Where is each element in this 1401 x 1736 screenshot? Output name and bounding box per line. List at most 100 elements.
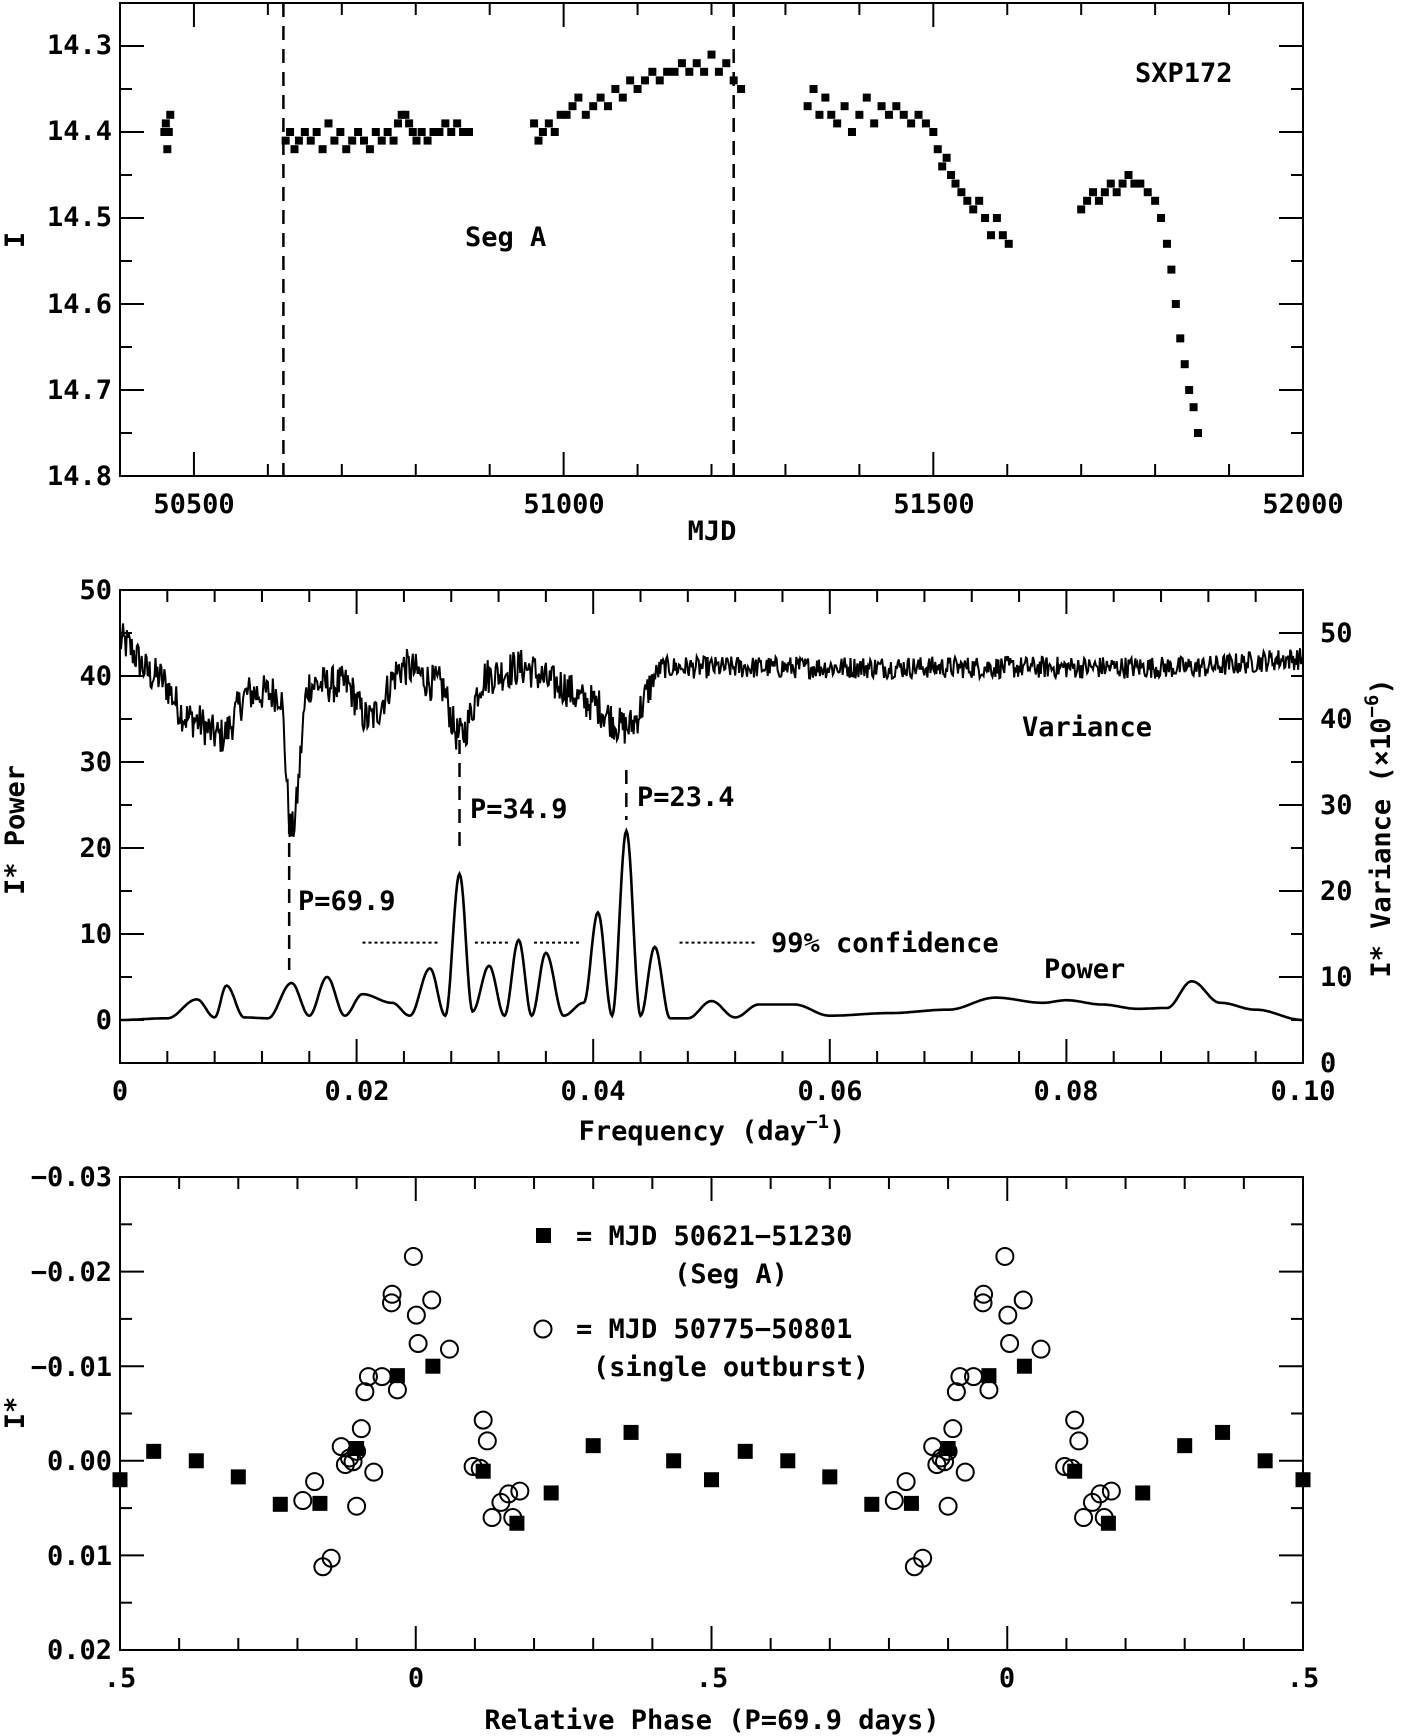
outburst-point xyxy=(463,1456,483,1476)
light-curve-point xyxy=(534,136,543,145)
light-curve-point xyxy=(1124,171,1133,179)
light-curve-point xyxy=(700,67,709,76)
light-curve-panel: SXP172 Seg A 50500 51000 51500 52000 14.… xyxy=(0,2,1344,547)
outburst-point xyxy=(499,1484,519,1504)
light-curve-point xyxy=(870,119,879,128)
light-curve-point xyxy=(405,119,414,128)
right-ylabel-end: ) xyxy=(1366,678,1397,694)
y-tick-label: 0.02 xyxy=(47,1635,112,1666)
legend-open-circle-marker xyxy=(533,1319,553,1339)
x-tick-label: .5 xyxy=(1287,1663,1320,1694)
outburst-point xyxy=(896,1472,916,1492)
outburst-point xyxy=(387,1380,407,1400)
light-curve-point xyxy=(707,50,716,59)
right-y-tick-label: 30 xyxy=(1320,790,1353,821)
right-ylabel-main: I* Variance (×10 xyxy=(1366,718,1397,978)
light-curve-point xyxy=(300,128,309,136)
light-curve-point xyxy=(401,110,410,119)
light-curve-frame xyxy=(119,2,1304,477)
light-curve-point xyxy=(1112,188,1121,197)
seg-a-point xyxy=(112,1472,128,1488)
light-curve-point xyxy=(1157,214,1166,222)
folded-legend: = MJD 50621−51230 (Seg A) = MJD 50775−50… xyxy=(533,1221,869,1383)
outburst-point xyxy=(1074,1508,1094,1528)
outburst-point xyxy=(477,1431,497,1451)
light-curve-ylabel: I xyxy=(0,232,31,248)
outburst-point xyxy=(372,1367,392,1387)
left-y-tick-label: 40 xyxy=(79,661,112,692)
outburst-point xyxy=(470,1458,490,1478)
light-curve-point xyxy=(827,110,836,119)
light-curve-point xyxy=(164,128,173,136)
light-curve-point xyxy=(538,128,547,136)
light-curve-point xyxy=(423,136,432,145)
left-y-tick-label: 50 xyxy=(79,575,112,606)
light-curve-point xyxy=(365,145,374,154)
x-tick-label: 0.02 xyxy=(324,1076,389,1107)
light-curve-xlabel: MJD xyxy=(688,516,737,547)
outburst-point xyxy=(305,1472,325,1492)
seg-a-point xyxy=(780,1453,796,1469)
peak-label-34-9: P=34.9 xyxy=(470,794,568,825)
light-curve-point xyxy=(803,102,812,111)
light-curve-point xyxy=(929,128,938,136)
x-tick-label: 0 xyxy=(408,1663,424,1694)
light-curve-point xyxy=(562,110,571,119)
outburst-point xyxy=(347,1441,367,1461)
y-tick-label: 14.4 xyxy=(47,116,112,147)
light-curve-point xyxy=(348,136,357,145)
outburst-point xyxy=(931,1448,951,1468)
light-curve-point xyxy=(729,76,738,85)
periodogram-panel: P=69.9 P=34.9 P=23.4 99% confidence Vari… xyxy=(0,575,1397,1147)
light-curve-point xyxy=(306,136,315,145)
y-tick-label: 14.6 xyxy=(47,289,112,320)
light-curve-point xyxy=(907,119,916,128)
peak-label-69-9: P=69.9 xyxy=(298,886,396,917)
light-curve-point xyxy=(286,128,295,136)
light-curve-point xyxy=(892,102,901,111)
light-curve-point xyxy=(670,67,679,76)
right-y-tick-label: 0 xyxy=(1320,1048,1336,1079)
light-curve-point xyxy=(318,145,327,154)
light-curve-point xyxy=(1136,179,1145,188)
light-curve-point xyxy=(933,145,942,154)
left-y-tick-label: 0 xyxy=(96,1005,112,1036)
seg-a-point xyxy=(981,1368,997,1384)
variance-curve xyxy=(119,623,1304,837)
outburst-point xyxy=(923,1437,943,1457)
light-curve-point xyxy=(877,102,886,111)
outburst-point xyxy=(938,1496,958,1516)
light-curve-point xyxy=(640,76,649,85)
periodogram-xlabel-main: Frequency (day xyxy=(579,1116,807,1147)
light-curve-point xyxy=(981,214,990,222)
light-curve-point xyxy=(354,128,363,136)
light-curve-point xyxy=(677,59,686,68)
outburst-point xyxy=(403,1246,423,1266)
outburst-point xyxy=(950,1367,970,1387)
light-curve-point xyxy=(921,119,930,128)
light-curve-point xyxy=(589,102,598,111)
light-curve-point xyxy=(862,93,871,102)
outburst-point xyxy=(358,1367,378,1387)
outburst-point xyxy=(347,1496,367,1516)
x-tick-label: 0 xyxy=(999,1663,1015,1694)
light-curve-point xyxy=(342,145,351,154)
light-curve-point xyxy=(855,110,864,119)
light-curve-point xyxy=(383,128,392,136)
outburst-point xyxy=(1094,1508,1114,1528)
outburst-point xyxy=(938,1441,958,1461)
outburst-point xyxy=(343,1452,363,1472)
x-tick-label: 52000 xyxy=(1262,489,1343,520)
light-curve-points xyxy=(160,50,1203,437)
light-curve-point xyxy=(1194,429,1203,437)
seg-a-point xyxy=(666,1453,682,1469)
y-tick-label: 14.7 xyxy=(47,375,112,406)
legend-filled-square-marker xyxy=(536,1228,551,1243)
light-curve-point xyxy=(998,231,1007,240)
outburst-points xyxy=(293,1246,1121,1577)
outburst-point xyxy=(293,1491,313,1511)
outburst-point xyxy=(935,1452,955,1472)
light-curve-point xyxy=(556,110,565,119)
light-curve-point xyxy=(1077,205,1086,214)
light-curve-point xyxy=(1089,188,1098,197)
